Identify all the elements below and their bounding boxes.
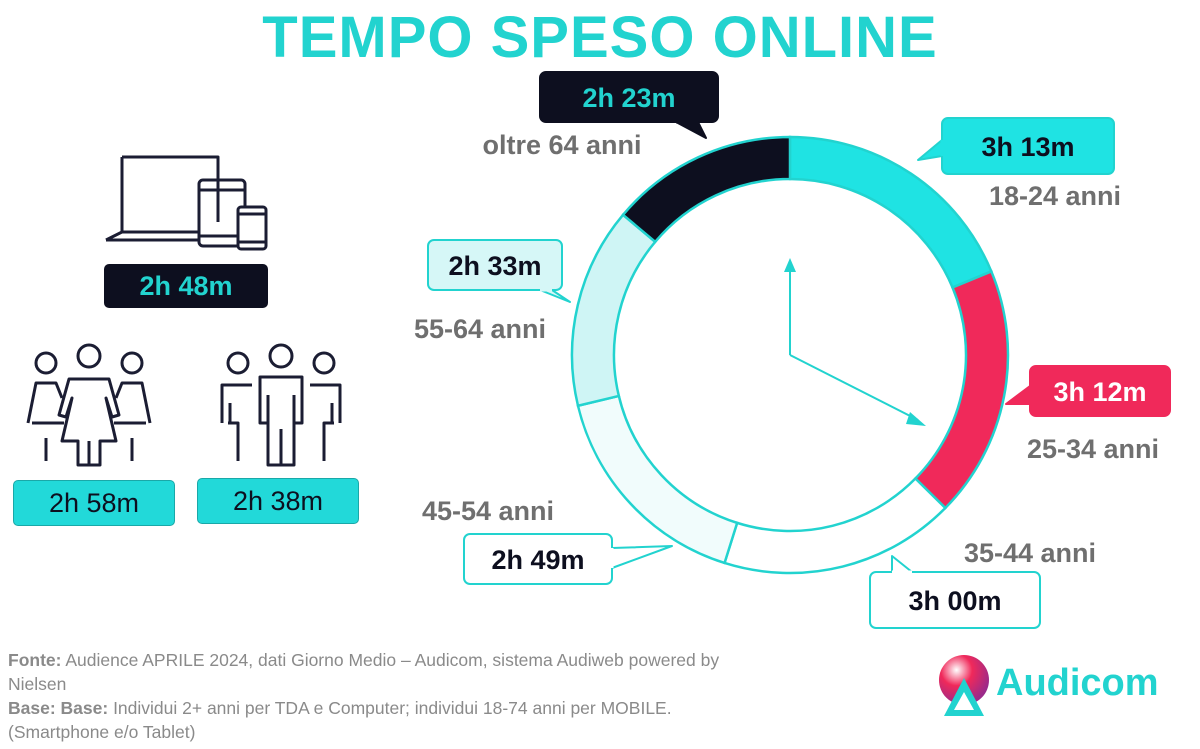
bubble-pointer-4 xyxy=(539,289,571,303)
fonte-text: Audience APRILE 2024, dati Giorno Medio … xyxy=(8,650,720,694)
bubble-pointer-3 xyxy=(611,545,673,569)
age-label-2: 35-44 anni xyxy=(964,538,1096,568)
male-group-icon xyxy=(220,343,342,467)
base-label: Base: Base: xyxy=(8,698,109,718)
clock-hand-hour-tip xyxy=(784,258,796,272)
value-label-0: 3h 13m xyxy=(981,132,1074,162)
callout-0: 3h 13m 18-24 anni xyxy=(917,117,1121,211)
bubble-pointer-1 xyxy=(1005,385,1031,405)
age-label-1: 25-34 anni xyxy=(1027,434,1159,464)
callout-2: 3h 00m 35-44 anni xyxy=(869,538,1096,629)
value-label-4: 2h 33m xyxy=(448,251,541,281)
male-time-badge: 2h 38m xyxy=(197,478,359,524)
female-time-badge: 2h 58m xyxy=(13,480,175,526)
value-bubble-4 xyxy=(427,239,563,291)
donut-slice-5 xyxy=(621,135,792,244)
audicom-logo-icon xyxy=(939,655,989,716)
footer-note: Fonte: Audience APRILE 2024, dati Giorno… xyxy=(8,648,728,744)
bubble-pointer-0 xyxy=(917,139,943,161)
female-group-icon xyxy=(26,343,152,467)
value-label-5: 2h 23m xyxy=(582,83,675,113)
audicom-logo-text: Audicom xyxy=(996,662,1159,704)
callout-3: 2h 49m 45-54 anni xyxy=(422,496,673,585)
devices-icon xyxy=(105,155,268,251)
fonte-label: Fonte: xyxy=(8,650,62,670)
total-time-badge: 2h 48m xyxy=(104,264,268,308)
value-label-3: 2h 49m xyxy=(491,545,584,575)
bubble-pointer-5 xyxy=(675,121,707,139)
value-bubble-5 xyxy=(539,71,719,123)
value-bubble-2 xyxy=(869,571,1041,629)
age-label-3: 45-54 anni xyxy=(422,496,554,526)
callout-5: 2h 23m oltre 64 anni xyxy=(482,71,719,160)
age-label-4: 55-64 anni xyxy=(414,314,546,344)
callout-4: 2h 33m 55-64 anni xyxy=(414,239,571,344)
age-label-5: oltre 64 anni xyxy=(482,130,641,160)
value-label-2: 3h 00m xyxy=(908,586,1001,616)
base-text: Individui 2+ anni per TDA e Computer; in… xyxy=(8,698,672,742)
callout-1: 3h 12m 25-34 anni xyxy=(1005,365,1171,464)
donut-slice-4 xyxy=(570,213,657,408)
page-title: TEMPO SPESO ONLINE xyxy=(262,5,938,70)
clock-hand-minute xyxy=(789,354,919,421)
value-label-1: 3h 12m xyxy=(1053,377,1146,407)
donut-slice-2 xyxy=(722,476,948,575)
age-label-0: 18-24 anni xyxy=(989,181,1121,211)
donut-slice-1 xyxy=(913,269,1010,510)
clock-hand-minute-tip xyxy=(906,412,926,426)
bubble-pointer-2 xyxy=(891,555,913,573)
